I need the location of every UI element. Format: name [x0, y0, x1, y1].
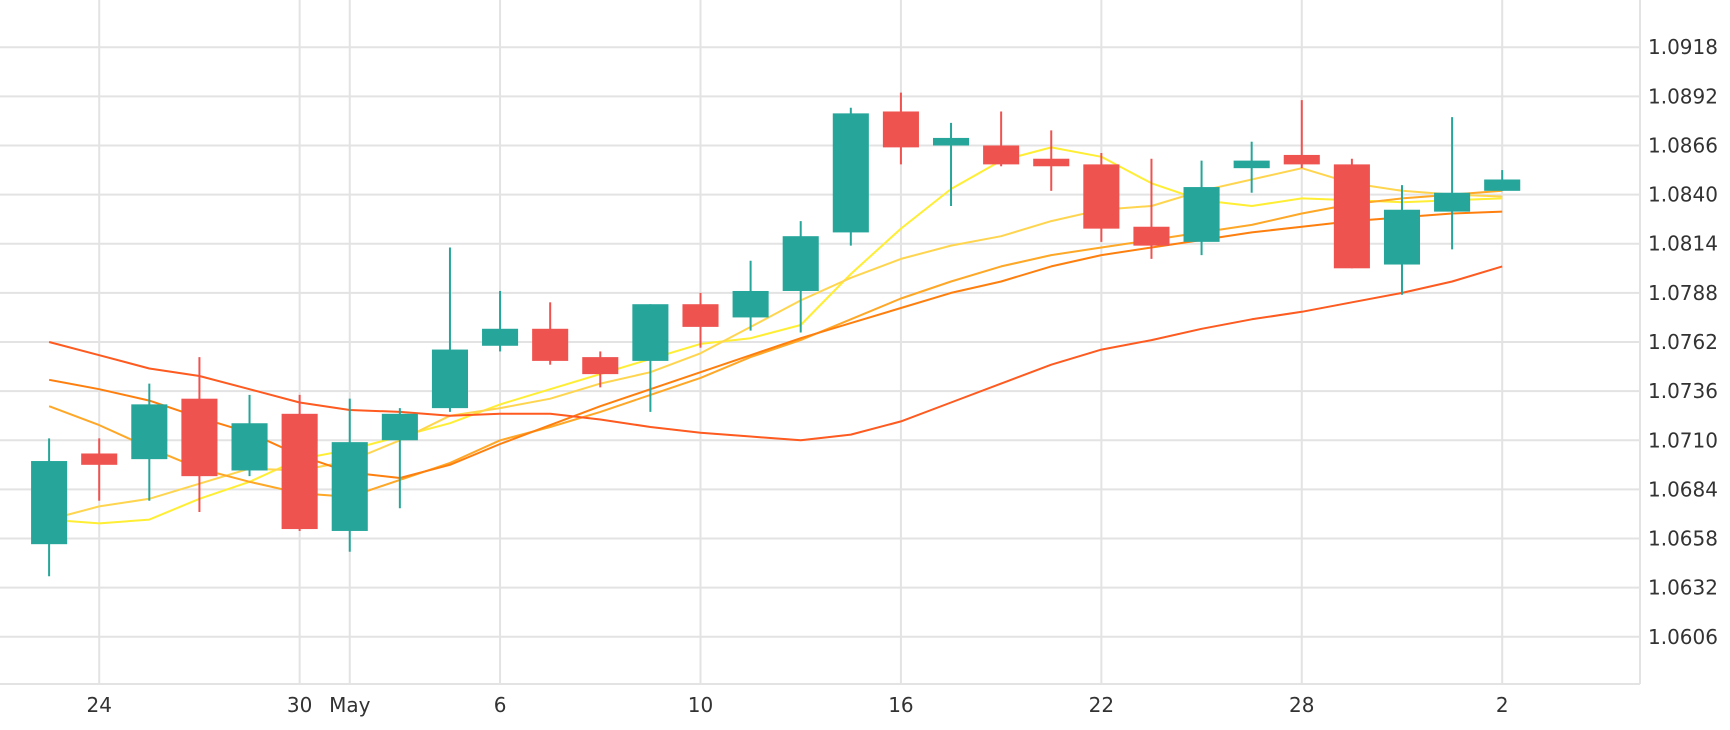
candle-body-down: [882, 111, 919, 148]
candle-body-down: [1283, 154, 1320, 165]
candle-body-up: [632, 304, 669, 361]
x-tick-label: 6: [494, 693, 507, 717]
candle: [1083, 153, 1120, 242]
candle-body-up: [231, 423, 268, 471]
candle: [632, 304, 669, 412]
x-tick-label: 2: [1496, 693, 1509, 717]
candle-body-down: [582, 357, 619, 375]
y-tick-label: 1.0658: [1648, 527, 1718, 551]
candle: [431, 247, 468, 412]
candle-body-down: [983, 145, 1020, 165]
x-tick-label: 24: [86, 693, 111, 717]
candle: [532, 302, 569, 365]
candle-body-down: [1033, 158, 1070, 167]
y-tick-label: 1.0762: [1648, 330, 1718, 354]
candle: [331, 398, 368, 552]
y-tick-label: 1.0866: [1648, 133, 1718, 157]
candle: [131, 383, 168, 501]
candle-body-up: [1183, 187, 1220, 242]
candle: [682, 292, 719, 348]
candle: [281, 394, 318, 531]
candle: [81, 438, 118, 501]
candle: [1434, 117, 1471, 250]
candle-body-up: [1484, 179, 1521, 191]
candle-body-up: [381, 413, 418, 441]
candle: [231, 394, 268, 477]
candle-body-up: [732, 290, 769, 318]
candle: [1133, 158, 1170, 259]
candle: [732, 260, 769, 331]
candle-body-down: [1083, 164, 1120, 229]
candle: [1484, 170, 1521, 191]
grid-lines: [0, 0, 1640, 684]
candle-body-up: [1383, 209, 1421, 265]
y-tick-label: 1.0710: [1648, 428, 1718, 452]
candle: [1233, 141, 1270, 193]
candle: [482, 290, 519, 352]
candle-body-down: [1333, 164, 1370, 269]
y-tick-label: 1.0788: [1648, 281, 1718, 305]
candle-body-down: [532, 328, 569, 361]
candle-body-down: [281, 413, 318, 530]
candle: [31, 438, 68, 577]
y-tick-label: 1.0814: [1648, 232, 1718, 256]
x-tick-label: May: [329, 693, 371, 717]
candle-body-up: [131, 404, 168, 460]
candle-body-up: [782, 236, 819, 291]
x-tick-label: 22: [1089, 693, 1114, 717]
y-tick-label: 1.0736: [1648, 379, 1718, 403]
candle: [983, 111, 1020, 167]
candle: [782, 221, 819, 333]
candle: [1183, 160, 1220, 256]
candle: [1283, 100, 1320, 169]
candle-body-up: [31, 461, 68, 545]
candle: [832, 107, 869, 246]
candle-body-up: [1434, 192, 1471, 212]
candle-body-down: [682, 304, 719, 327]
candle-body-up: [482, 328, 519, 346]
candle-body-up: [331, 442, 368, 531]
y-tick-label: 1.0840: [1648, 183, 1718, 207]
x-tick-label: 10: [688, 693, 713, 717]
y-tick-label: 1.0606: [1648, 625, 1718, 649]
candle: [882, 92, 919, 165]
candle-body-up: [431, 349, 468, 409]
y-tick-label: 1.0632: [1648, 576, 1718, 600]
candle: [1033, 130, 1070, 191]
candle: [1383, 185, 1421, 295]
candle: [1333, 158, 1370, 269]
candle: [582, 351, 619, 388]
candle-body-up: [932, 137, 970, 146]
y-tick-label: 1.0918: [1648, 35, 1718, 59]
overlay-line-5: [48, 265, 1503, 442]
candles: [31, 92, 1521, 577]
candle: [381, 408, 418, 509]
candle-body-down: [181, 398, 218, 477]
x-tick-label: 30: [287, 693, 312, 717]
y-tick-label: 1.0892: [1648, 84, 1718, 108]
axes: 1.0606 1.0632 1.0658 1.0684 1.0710 1.0736 1.07…: [0, 0, 1718, 717]
candle: [932, 122, 970, 206]
candle-body-up: [832, 113, 869, 233]
candle-body-down: [81, 453, 118, 465]
candle-body-up: [1233, 160, 1270, 169]
candle-body-down: [1133, 226, 1170, 246]
y-tick-label: 1.0684: [1648, 477, 1718, 501]
candle: [181, 357, 218, 513]
x-tick-label: 16: [888, 693, 913, 717]
x-tick-label: 28: [1289, 693, 1314, 717]
